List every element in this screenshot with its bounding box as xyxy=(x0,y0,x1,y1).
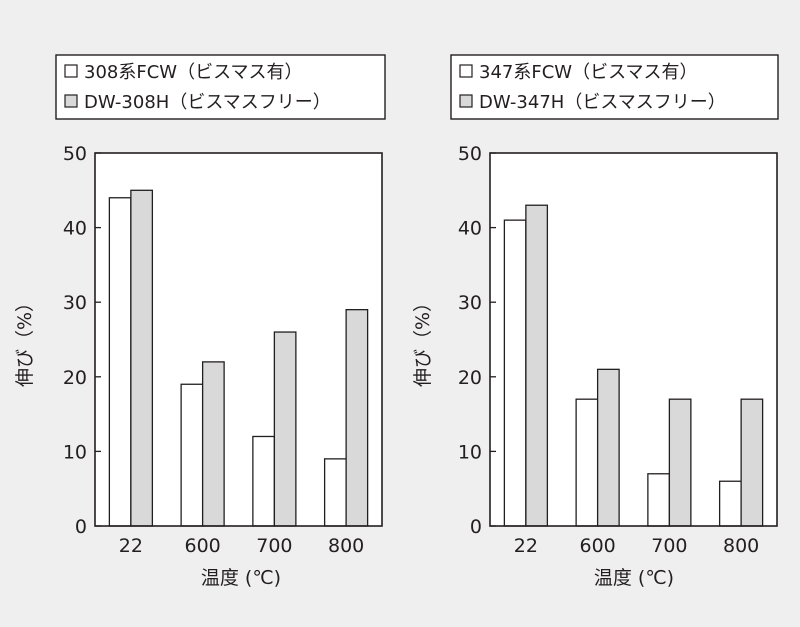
y-tick-label: 40 xyxy=(63,218,87,240)
bar-series-2-600 xyxy=(201,361,225,527)
legend-swatch-series-2 xyxy=(459,94,473,108)
y-ticks-group: 0 10 20 30 40 50 xyxy=(63,143,101,538)
x-axis-label: 温度 (℃) xyxy=(201,567,281,589)
x-tick-label: 800 xyxy=(328,535,364,557)
y-tick-label: 50 xyxy=(63,143,87,165)
legend-swatch-series-2 xyxy=(64,94,78,108)
legend-left: 308系FCW（ビスマス有） DW-308H（ビスマスフリー） xyxy=(55,54,386,120)
bar-series-2-700 xyxy=(273,331,297,527)
x-ticks-group: 22 600 700 800 xyxy=(514,535,759,557)
x-ticks-group: 22 600 700 800 xyxy=(119,535,364,557)
bar-series-1-800 xyxy=(323,458,347,527)
legend-box xyxy=(55,54,386,120)
y-ticks-group: 0 10 20 30 40 50 xyxy=(458,143,496,538)
bar-series-1-22 xyxy=(108,197,132,527)
chart-right: 347系FCW（ビスマス有） DW-347H（ビスマスフリー） 0 10 20 30 4… xyxy=(412,54,779,589)
bars-group xyxy=(108,189,369,527)
bar-series-2-700 xyxy=(668,398,692,527)
y-tick-label: 30 xyxy=(458,292,482,314)
legend-label-series-2: DW-308H（ビスマスフリー） xyxy=(84,92,331,113)
legend-swatch-series-1 xyxy=(459,64,473,78)
bar-series-1-700 xyxy=(647,473,671,527)
y-tick-label: 10 xyxy=(63,441,87,463)
bars-group xyxy=(503,204,764,527)
x-tick-label: 700 xyxy=(256,535,292,557)
legend-label-series-1: 308系FCW（ビスマス有） xyxy=(84,62,303,83)
y-tick-label: 50 xyxy=(458,143,482,165)
x-tick-label: 600 xyxy=(579,535,615,557)
bar-series-2-22 xyxy=(525,204,549,527)
legend-label-series-2: DW-347H（ビスマスフリー） xyxy=(479,92,726,113)
bar-series-2-800 xyxy=(345,309,369,527)
x-tick-label: 22 xyxy=(119,535,143,557)
y-tick-label: 0 xyxy=(75,516,87,538)
y-tick-label: 0 xyxy=(470,516,482,538)
bar-series-1-600 xyxy=(575,398,599,527)
y-tick-label: 30 xyxy=(63,292,87,314)
x-tick-label: 22 xyxy=(514,535,538,557)
x-tick-label: 700 xyxy=(651,535,687,557)
plot-frame xyxy=(489,152,778,527)
bar-series-1-600 xyxy=(180,383,204,527)
y-axis-label: 伸び（%） xyxy=(14,293,36,387)
bar-series-2-800 xyxy=(740,398,764,527)
legend-swatch-series-1 xyxy=(64,64,78,78)
x-tick-label: 600 xyxy=(184,535,220,557)
y-tick-label: 20 xyxy=(63,367,87,389)
y-tick-label: 20 xyxy=(458,367,482,389)
x-axis-label: 温度 (℃) xyxy=(594,567,674,589)
legend-box xyxy=(450,54,779,120)
x-tick-label: 800 xyxy=(723,535,759,557)
bar-series-1-22 xyxy=(503,219,527,527)
bar-series-1-700 xyxy=(252,435,276,527)
bar-series-2-22 xyxy=(130,189,154,527)
y-axis-label: 伸び（%） xyxy=(412,293,434,387)
legend-label-series-1: 347系FCW（ビスマス有） xyxy=(479,62,698,83)
y-tick-label: 40 xyxy=(458,218,482,240)
bar-series-1-800 xyxy=(718,480,742,527)
bar-series-2-600 xyxy=(596,368,620,527)
chart-left: 308系FCW（ビスマス有） DW-308H（ビスマスフリー） 0 10 20 30 4… xyxy=(14,54,386,589)
legend-right: 347系FCW（ビスマス有） DW-347H（ビスマスフリー） xyxy=(450,54,779,120)
plot-frame xyxy=(94,152,383,527)
y-tick-label: 10 xyxy=(458,441,482,463)
